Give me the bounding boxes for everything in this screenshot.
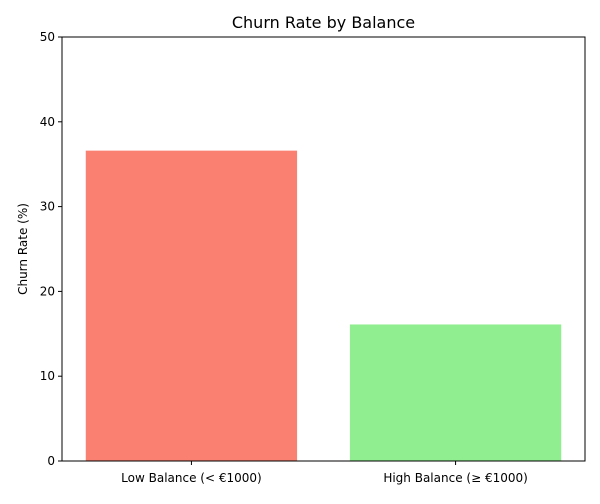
- bar-0: [85, 150, 298, 461]
- y-tick-label: 50: [40, 30, 55, 44]
- y-tick-label: 30: [40, 200, 55, 214]
- x-tick-label: High Balance (≥ €1000): [383, 471, 527, 485]
- y-tick-label: 0: [47, 454, 55, 468]
- y-tick-label: 10: [40, 369, 55, 383]
- y-tick-label: 40: [40, 115, 55, 129]
- y-tick-label: 20: [40, 284, 55, 298]
- bar-1: [349, 324, 562, 461]
- bars-layer: [85, 150, 562, 461]
- x-axis: Low Balance (< €1000) High Balance (≥ €10…: [121, 461, 528, 485]
- chart-title: Churn Rate by Balance: [232, 13, 415, 32]
- y-axis-label: Churn Rate (%): [16, 203, 30, 295]
- y-axis: 0 10 20 30 40 50: [40, 30, 62, 468]
- x-tick-label: Low Balance (< €1000): [121, 471, 262, 485]
- plot-frame: [61, 36, 586, 462]
